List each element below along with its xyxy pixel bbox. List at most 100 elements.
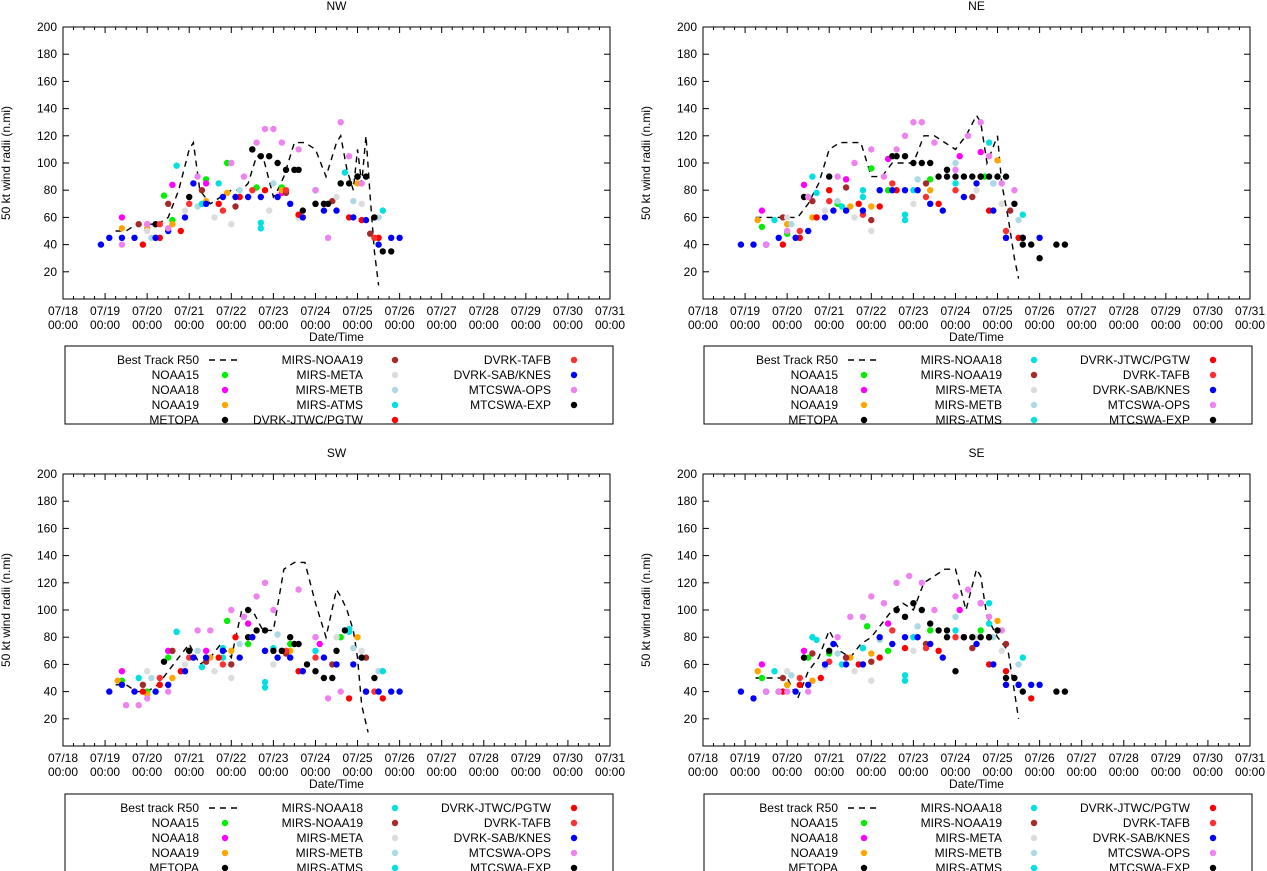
x-tick-label-date: 07/29 xyxy=(1151,304,1181,318)
data-point xyxy=(278,647,285,654)
legend-marker xyxy=(1209,804,1217,812)
data-point xyxy=(762,241,770,248)
data-point xyxy=(977,627,984,634)
series-noaa18 xyxy=(118,620,323,675)
x-tick-label-time: 00:00 xyxy=(1151,765,1181,779)
data-point xyxy=(893,579,900,586)
data-point xyxy=(287,634,294,641)
data-point xyxy=(969,634,976,641)
data-point xyxy=(1061,241,1069,248)
data-point xyxy=(299,214,306,221)
data-point xyxy=(884,647,892,654)
data-point xyxy=(135,674,142,682)
legend-label: Best Track R50 xyxy=(756,353,838,367)
data-point xyxy=(324,234,332,241)
data-point xyxy=(834,650,841,657)
x-tick-label-date: 07/21 xyxy=(814,751,844,765)
x-tick-label-time: 00:00 xyxy=(898,318,928,332)
x-tick-label-time: 00:00 xyxy=(48,765,78,779)
data-point xyxy=(927,620,934,627)
data-point xyxy=(1002,674,1010,682)
y-tick-label: 40 xyxy=(684,685,698,699)
data-point xyxy=(282,187,290,194)
data-point xyxy=(350,214,357,221)
data-point xyxy=(914,176,921,183)
legend-label: NOAA15 xyxy=(791,368,839,382)
data-point xyxy=(809,197,816,205)
y-axis-label: 50 kt wind radii (n.mi) xyxy=(639,553,653,667)
data-point xyxy=(990,661,997,668)
data-point xyxy=(788,672,795,679)
data-point xyxy=(173,628,180,635)
data-point xyxy=(851,159,858,167)
data-point xyxy=(215,654,222,661)
data-point xyxy=(169,221,176,228)
y-tick-label: 120 xyxy=(677,576,697,590)
data-point xyxy=(809,634,816,641)
data-point xyxy=(169,181,176,188)
data-point xyxy=(236,187,243,194)
data-point xyxy=(826,197,833,205)
data-point xyxy=(1002,640,1010,648)
x-tick-label-date: 07/22 xyxy=(216,751,246,765)
y-tick-label: 20 xyxy=(684,712,698,726)
data-point xyxy=(964,586,972,593)
legend-marker xyxy=(391,834,399,842)
x-tick-label-date: 07/26 xyxy=(1025,751,1055,765)
data-point xyxy=(316,640,323,648)
data-point xyxy=(931,606,938,614)
data-point xyxy=(952,173,959,180)
data-point xyxy=(880,600,888,607)
data-point xyxy=(165,688,172,695)
x-tick-label-time: 00:00 xyxy=(427,765,457,779)
data-point xyxy=(779,674,787,682)
data-point xyxy=(952,634,959,641)
x-tick-label-time: 00:00 xyxy=(174,765,204,779)
data-point xyxy=(181,668,189,675)
data-point xyxy=(261,647,269,654)
x-tick-label-time: 00:00 xyxy=(1193,765,1223,779)
x-tick-label-date: 07/20 xyxy=(772,751,802,765)
x-tick-label-date: 07/19 xyxy=(730,751,760,765)
data-point xyxy=(257,225,264,232)
data-point xyxy=(388,234,395,241)
data-point xyxy=(270,606,277,614)
data-point xyxy=(821,661,829,668)
panel-ne: NE2040608010012014016018020007/1800:0007… xyxy=(639,0,1265,344)
data-point xyxy=(784,681,791,688)
data-point xyxy=(927,187,934,194)
legend-marker xyxy=(1209,416,1217,424)
data-point xyxy=(859,661,867,668)
x-tick-label-date: 07/23 xyxy=(258,751,288,765)
data-point xyxy=(253,593,260,600)
y-tick-label: 200 xyxy=(677,20,697,34)
data-point xyxy=(927,159,934,167)
x-tick-label-date: 07/26 xyxy=(1025,304,1055,318)
data-point xyxy=(805,193,812,201)
legend-marker xyxy=(221,849,229,857)
data-point xyxy=(977,148,984,156)
data-point xyxy=(876,634,883,641)
data-point xyxy=(889,187,896,194)
legend-marker xyxy=(860,386,868,394)
legend-label: MIRS-NOAA19 xyxy=(282,816,364,830)
x-tick-label-date: 07/20 xyxy=(132,751,162,765)
data-point xyxy=(901,613,909,620)
data-point xyxy=(1011,674,1018,682)
legend-marker xyxy=(391,864,399,871)
x-tick-label-time: 00:00 xyxy=(814,318,844,332)
data-point xyxy=(758,674,766,682)
y-tick-label: 200 xyxy=(37,467,57,481)
data-point xyxy=(1036,681,1043,688)
data-point xyxy=(375,241,382,248)
legend-label: DVRK-SAB/KNES xyxy=(1093,831,1190,845)
data-point xyxy=(152,234,159,241)
data-point xyxy=(918,606,925,614)
x-tick-label-time: 00:00 xyxy=(595,318,625,332)
data-point xyxy=(901,132,909,139)
panel-se: SE2040608010012014016018020007/1800:0007… xyxy=(639,446,1265,791)
data-point xyxy=(312,187,319,194)
data-point xyxy=(396,688,403,695)
x-tick-label-time: 00:00 xyxy=(343,318,373,332)
data-point xyxy=(910,159,917,167)
